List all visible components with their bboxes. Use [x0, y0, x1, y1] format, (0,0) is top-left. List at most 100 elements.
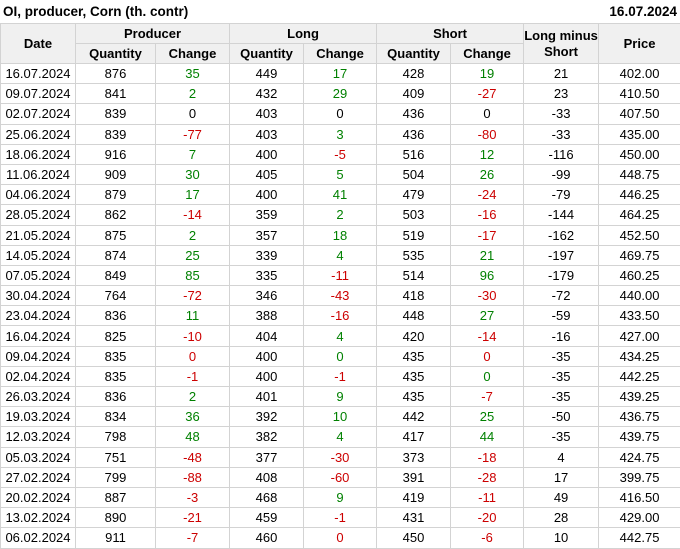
long-quantity-cell: 346 [230, 286, 304, 306]
producer-quantity-cell: 839 [76, 124, 156, 144]
date-cell: 09.07.2024 [1, 84, 76, 104]
producer-change-cell: 48 [156, 427, 230, 447]
producer-change-cell: -10 [156, 326, 230, 346]
short-change-cell: -16 [451, 205, 524, 225]
short-change-cell: 19 [451, 64, 524, 84]
long-minus-short-cell: -35 [524, 387, 599, 407]
producer-change-cell: 35 [156, 64, 230, 84]
price-cell: 410.50 [599, 84, 680, 104]
long-change-cell: 4 [304, 427, 377, 447]
long-change-cell: 18 [304, 225, 377, 245]
producer-quantity-cell: 911 [76, 528, 156, 548]
long-minus-short-cell: -16 [524, 326, 599, 346]
producer-quantity-cell: 890 [76, 508, 156, 528]
long-quantity-cell: 459 [230, 508, 304, 528]
long-change-cell: 2 [304, 205, 377, 225]
long-change-cell: 5 [304, 164, 377, 184]
col-header-long-change: Change [304, 44, 377, 64]
producer-change-cell: 36 [156, 407, 230, 427]
date-cell: 30.04.2024 [1, 286, 76, 306]
long-quantity-cell: 377 [230, 447, 304, 467]
long-minus-short-cell: -50 [524, 407, 599, 427]
long-quantity-cell: 408 [230, 467, 304, 487]
date-cell: 16.07.2024 [1, 64, 76, 84]
short-change-cell: -24 [451, 185, 524, 205]
date-cell: 04.06.2024 [1, 185, 76, 205]
col-header-long-minus-short: Long minus Short [524, 24, 599, 64]
price-cell: 407.50 [599, 104, 680, 124]
price-cell: 427.00 [599, 326, 680, 346]
short-change-cell: 26 [451, 164, 524, 184]
long-minus-short-cell: 49 [524, 487, 599, 507]
long-minus-short-cell: -35 [524, 366, 599, 386]
col-header-short-change: Change [451, 44, 524, 64]
long-minus-short-cell: -116 [524, 144, 599, 164]
producer-quantity-cell: 764 [76, 286, 156, 306]
long-minus-short-cell: -35 [524, 427, 599, 447]
producer-change-cell: 17 [156, 185, 230, 205]
date-cell: 02.04.2024 [1, 366, 76, 386]
price-cell: 402.00 [599, 64, 680, 84]
long-change-cell: -5 [304, 144, 377, 164]
title-bar: OI, producer, Corn (th. contr) 16.07.202… [0, 0, 680, 23]
long-quantity-cell: 401 [230, 387, 304, 407]
price-cell: 448.75 [599, 164, 680, 184]
date-cell: 05.03.2024 [1, 447, 76, 467]
short-change-cell: 0 [451, 366, 524, 386]
producer-change-cell: -21 [156, 508, 230, 528]
short-quantity-cell: 442 [377, 407, 451, 427]
short-quantity-cell: 479 [377, 185, 451, 205]
producer-change-cell: 25 [156, 245, 230, 265]
long-minus-short-cell: 17 [524, 467, 599, 487]
long-minus-short-cell: 23 [524, 84, 599, 104]
price-cell: 460.25 [599, 265, 680, 285]
producer-change-cell: -1 [156, 366, 230, 386]
date-cell: 20.02.2024 [1, 487, 76, 507]
col-header-date: Date [1, 24, 76, 64]
long-minus-short-cell: -72 [524, 286, 599, 306]
long-quantity-cell: 359 [230, 205, 304, 225]
producer-quantity-cell: 875 [76, 225, 156, 245]
long-quantity-cell: 400 [230, 144, 304, 164]
date-cell: 18.06.2024 [1, 144, 76, 164]
long-quantity-cell: 392 [230, 407, 304, 427]
price-cell: 469.75 [599, 245, 680, 265]
long-quantity-cell: 460 [230, 528, 304, 548]
long-quantity-cell: 403 [230, 104, 304, 124]
price-cell: 442.75 [599, 528, 680, 548]
long-quantity-cell: 403 [230, 124, 304, 144]
long-minus-short-cell: -197 [524, 245, 599, 265]
producer-quantity-cell: 849 [76, 265, 156, 285]
producer-change-cell: 2 [156, 225, 230, 245]
short-quantity-cell: 435 [377, 387, 451, 407]
long-change-cell: -1 [304, 366, 377, 386]
long-minus-short-cell: -179 [524, 265, 599, 285]
date-cell: 21.05.2024 [1, 225, 76, 245]
long-quantity-cell: 400 [230, 185, 304, 205]
producer-quantity-cell: 836 [76, 387, 156, 407]
producer-change-cell: 0 [156, 104, 230, 124]
producer-quantity-cell: 874 [76, 245, 156, 265]
short-change-cell: -6 [451, 528, 524, 548]
short-change-cell: -20 [451, 508, 524, 528]
producer-change-cell: -72 [156, 286, 230, 306]
producer-quantity-cell: 887 [76, 487, 156, 507]
long-change-cell: 0 [304, 104, 377, 124]
date-cell: 26.03.2024 [1, 387, 76, 407]
long-minus-short-cell: -79 [524, 185, 599, 205]
price-cell: 429.00 [599, 508, 680, 528]
producer-quantity-cell: 862 [76, 205, 156, 225]
